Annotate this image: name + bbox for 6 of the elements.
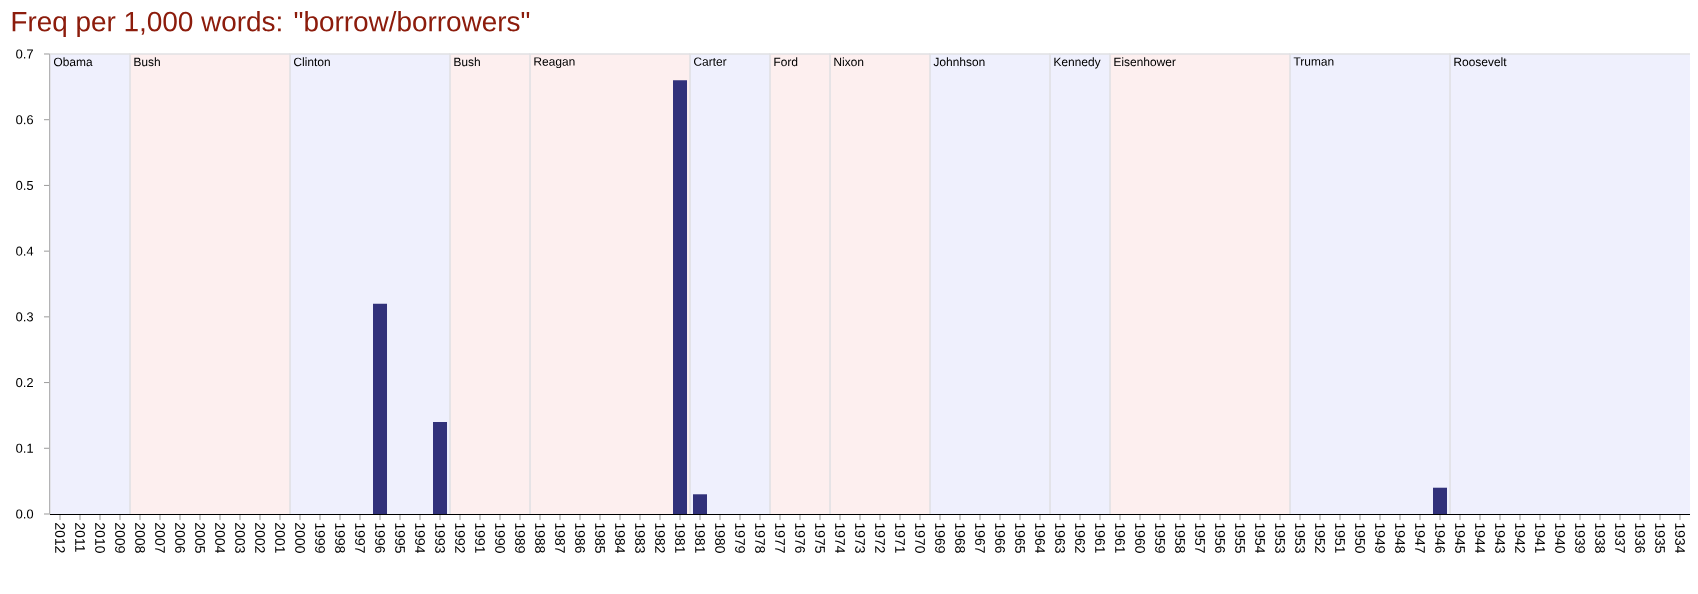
bar [373,303,388,514]
bar [1433,487,1448,514]
bar [673,80,688,514]
bar [433,422,448,514]
bar [693,494,708,514]
chart-title: Freq per 1,000 words: "borrow/borrowers" [12,10,530,37]
